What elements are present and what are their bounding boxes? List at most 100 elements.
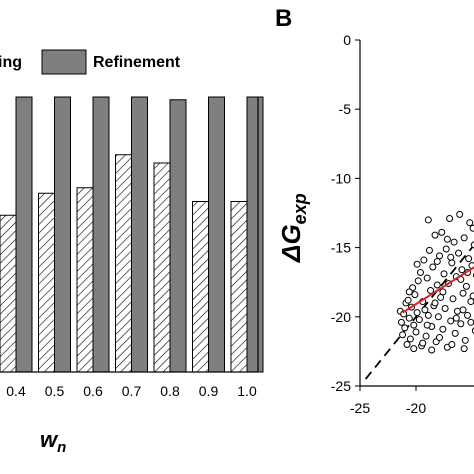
scatter-point (405, 314, 413, 322)
y-ticks: 0 -5 -10 -15 -20 -25 (331, 32, 360, 394)
scatter-point (447, 317, 455, 325)
legend-label-hatched: ing (0, 54, 22, 71)
x-tick-label: -20 (406, 400, 426, 416)
scatter-point (467, 318, 474, 326)
scatter-point (433, 281, 441, 289)
scatter-point (410, 345, 418, 353)
x-axis-label-sub: n (57, 439, 66, 456)
bar-hatched (0, 214, 17, 373)
x-tick-label: 0.8 (160, 383, 180, 399)
x-tick-label: -25 (350, 400, 370, 416)
legend-label-refinement: Refinement (93, 54, 181, 71)
scatter-point (460, 345, 468, 353)
scatter-point (440, 270, 448, 278)
scatter-point (461, 336, 469, 344)
x-tick-label: 0.4 (6, 383, 26, 399)
scatter-point (406, 335, 414, 343)
scatter-point (403, 340, 411, 348)
scatter-point (458, 266, 466, 274)
scatter-point (416, 269, 424, 277)
scatter-point (413, 260, 421, 268)
scatter-point (423, 274, 431, 282)
scatter-point (428, 346, 436, 354)
scatter-point (397, 318, 405, 326)
scatter-points (396, 210, 474, 354)
scatter-point (470, 241, 474, 249)
bar-refinement (92, 96, 110, 373)
y-tick-label: -20 (331, 309, 351, 325)
bar-hatched (38, 192, 55, 373)
scatter-point (436, 334, 444, 342)
scatter-point (441, 304, 449, 312)
scatter-point (424, 216, 432, 224)
scatter-point (404, 296, 412, 304)
bar-chart-panel: ing Refinement 0.4 0.5 0.6 0.7 0.8 0.9 1.0 wn (0, 49, 264, 456)
scatter-point (451, 329, 459, 337)
scatter-point (424, 311, 432, 319)
y-tick-label: -5 (339, 101, 352, 117)
scatter-point (453, 307, 461, 315)
scatter-point (425, 246, 433, 254)
scatter-point (448, 340, 456, 348)
y-axis-label-sub: exp (290, 193, 310, 224)
scatter-point (448, 259, 456, 267)
x-ticks: -25 -20 (350, 386, 426, 416)
bar-hatched (230, 201, 248, 373)
x-tick-label: 1.0 (237, 383, 257, 399)
scatter-panel: B ΔGexp 0 -5 -10 -15 -20 -25 -25 -20 (275, 5, 474, 416)
scatter-point (452, 314, 460, 322)
scatter-point (442, 245, 450, 253)
y-axis-label: ΔGexp (276, 193, 310, 263)
legend-swatch-refinement (41, 49, 87, 75)
scatter-point (439, 325, 447, 333)
x-tick-labels: 0.4 0.5 0.6 0.7 0.8 0.9 1.0 (6, 383, 257, 399)
scatter-point (427, 287, 435, 295)
scatter-point (431, 299, 439, 307)
scatter-point (433, 257, 441, 265)
bar-hatched (192, 201, 209, 373)
y-tick-label: -10 (331, 170, 351, 186)
scatter-point (455, 249, 463, 257)
scatter-point (467, 298, 474, 306)
scatter-point (459, 289, 467, 297)
scatter-point (421, 306, 429, 314)
scatter-point (460, 234, 468, 242)
scatter-point (459, 306, 467, 314)
x-axis-label-main: w (40, 427, 59, 452)
bar-refinement (208, 96, 225, 373)
scatter-point (434, 313, 442, 321)
bar-refinement (131, 96, 148, 373)
scatter-point (466, 219, 474, 227)
scatter-point (462, 282, 470, 290)
scatter-point (438, 228, 446, 236)
scatter-point (439, 288, 447, 296)
scatter-point (449, 295, 457, 303)
y-tick-label: -25 (331, 378, 351, 394)
scatter-point (411, 291, 419, 299)
scatter-point (457, 320, 465, 328)
scatter-point (401, 324, 409, 332)
x-axis-label: wn (40, 427, 66, 456)
scatter-point (469, 224, 474, 232)
bar-hatched (115, 154, 132, 373)
bar-refinement (54, 96, 71, 373)
scatter-point (446, 215, 454, 223)
y-tick-label: -15 (331, 240, 351, 256)
bar-group (0, 96, 264, 373)
scatter-point (420, 256, 428, 264)
bar-hatched (153, 162, 171, 373)
scatter-point (415, 316, 423, 324)
scatter-point (412, 328, 420, 336)
scatter-point (443, 235, 451, 243)
x-tick-label: 0.7 (122, 383, 142, 399)
bar-hatched (76, 187, 94, 373)
scatter-point (450, 238, 458, 246)
regression-line (402, 266, 474, 314)
x-tick-label: 0.9 (199, 383, 219, 399)
y-tick-label: 0 (343, 32, 351, 48)
scatter-point (464, 311, 472, 319)
scatter-point (410, 321, 418, 329)
bar-refinement (169, 99, 187, 373)
scatter-point (456, 210, 464, 218)
